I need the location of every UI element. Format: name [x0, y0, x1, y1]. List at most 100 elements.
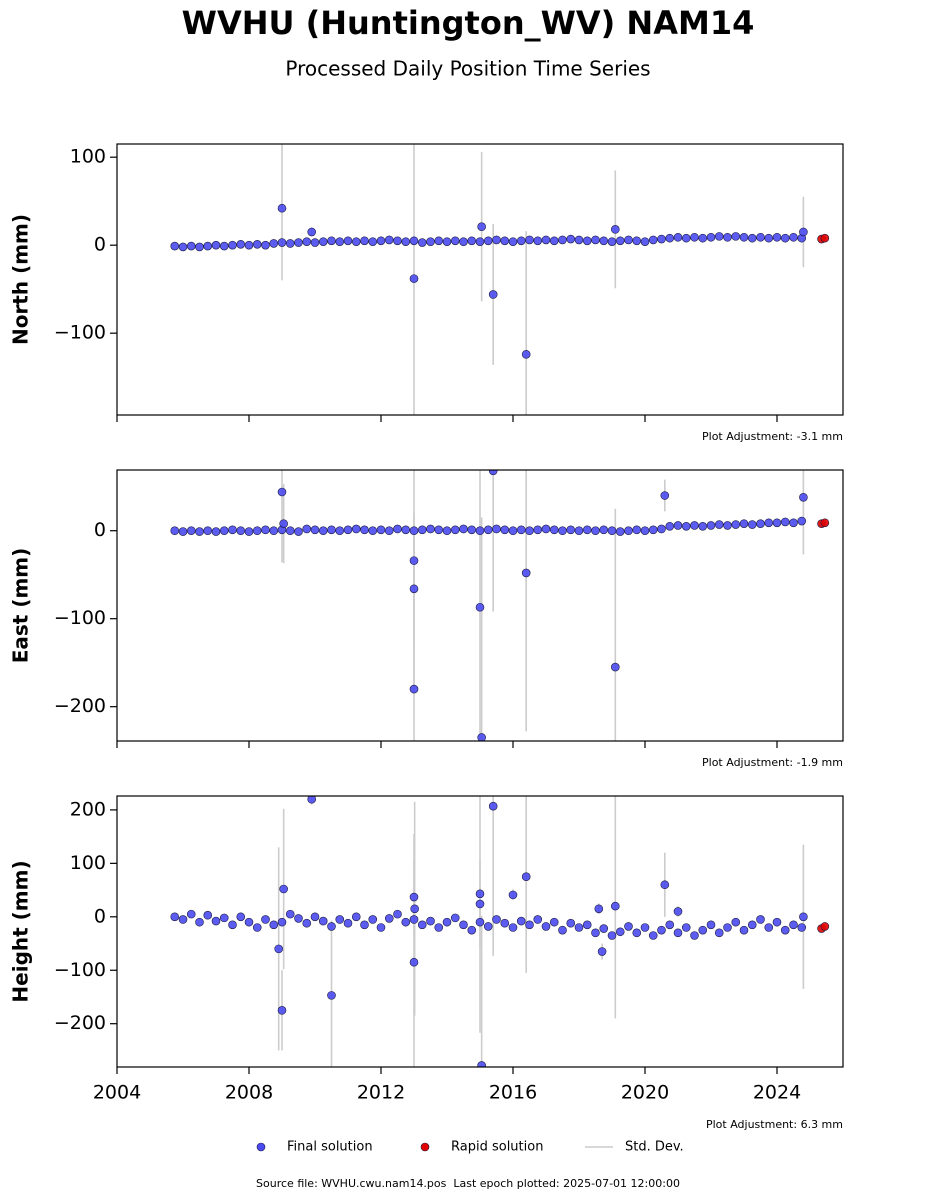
y-tick-label: 100	[70, 146, 106, 168]
data-point	[640, 526, 650, 536]
data-point	[549, 917, 559, 927]
data-point	[477, 222, 486, 232]
title: WVHU (Huntington_WV) NAM14	[182, 4, 755, 42]
data-point	[252, 240, 262, 249]
data-point	[302, 237, 312, 246]
data-point	[780, 925, 790, 935]
data-point	[764, 518, 774, 528]
data-point	[739, 925, 749, 935]
data-point	[244, 527, 254, 536]
data-point	[624, 526, 633, 536]
data-point	[799, 912, 808, 922]
data-point	[409, 526, 419, 536]
data-point	[640, 237, 650, 246]
data-point	[228, 525, 237, 535]
data-point	[393, 236, 402, 246]
data-point	[516, 916, 526, 926]
data-point	[607, 931, 617, 940]
data-point	[294, 238, 303, 247]
y-tick-label: 0	[94, 519, 106, 541]
data-point	[426, 237, 435, 246]
data-point	[508, 526, 518, 536]
data-point	[318, 916, 328, 926]
data-point	[706, 521, 716, 530]
data-point	[274, 944, 284, 954]
legend-label: Std. Dev.	[625, 1140, 684, 1155]
data-point	[533, 915, 543, 924]
data-point	[673, 521, 683, 530]
data-point	[574, 923, 584, 932]
legend-marker	[256, 1142, 266, 1152]
data-point	[483, 236, 493, 246]
data-point	[492, 235, 501, 245]
data-point	[525, 235, 534, 245]
data-point	[409, 584, 419, 594]
data-point	[269, 920, 279, 930]
data-point	[318, 526, 328, 536]
data-point	[681, 522, 691, 531]
data-point	[772, 518, 782, 528]
data-point	[723, 923, 732, 932]
data-point	[236, 526, 246, 536]
data-point	[417, 238, 427, 247]
data-point	[615, 236, 625, 246]
data-point	[228, 920, 237, 930]
data-point	[269, 239, 279, 248]
data-point	[475, 602, 485, 612]
data-point	[434, 923, 444, 932]
data-point	[789, 232, 798, 242]
data-point	[673, 232, 683, 242]
data-point	[195, 917, 204, 927]
data-point	[351, 524, 361, 534]
data-point	[475, 899, 485, 909]
data-point	[673, 907, 683, 916]
data-point	[610, 662, 620, 672]
data-point	[533, 236, 543, 246]
data-point	[244, 240, 254, 250]
legend-label: Final solution	[287, 1140, 373, 1155]
data-point	[648, 931, 658, 940]
data-point	[723, 521, 732, 530]
data-point	[632, 525, 642, 535]
data-point	[516, 525, 526, 535]
y-axis-label: North (mm)	[9, 214, 33, 345]
data-point	[426, 916, 435, 926]
data-point	[219, 526, 229, 536]
data-point	[756, 915, 765, 924]
data-point	[488, 801, 498, 811]
data-point	[582, 920, 592, 930]
data-point	[310, 525, 320, 535]
data-point	[327, 236, 336, 246]
x-tick-label: 2016	[489, 1082, 537, 1104]
data-point	[376, 525, 386, 535]
axes-frame	[116, 795, 844, 1068]
data-point	[549, 525, 559, 535]
data-point	[467, 525, 477, 535]
data-point	[525, 920, 534, 930]
data-point	[714, 520, 724, 529]
data-point	[442, 237, 452, 246]
plot-area	[170, 796, 830, 1067]
data-point	[343, 525, 353, 535]
data-point	[409, 236, 419, 246]
data-point	[376, 236, 386, 246]
x-tick-label: 2020	[621, 1082, 669, 1104]
data-point	[475, 237, 485, 246]
data-point	[434, 236, 444, 246]
data-point	[170, 912, 180, 922]
data-point	[591, 928, 600, 938]
y-tick-label: −100	[54, 607, 106, 629]
data-point	[488, 290, 498, 299]
data-point	[607, 237, 617, 246]
y-tick-label: −200	[54, 1012, 106, 1034]
data-point	[772, 232, 782, 242]
data-point	[335, 915, 345, 924]
data-point	[307, 227, 317, 237]
data-point	[343, 236, 353, 246]
data-point	[521, 568, 531, 578]
data-point	[409, 957, 419, 967]
data-point	[203, 241, 213, 251]
subtitle: Processed Daily Position Time Series	[285, 57, 650, 81]
data-point	[285, 909, 295, 919]
data-point	[186, 241, 196, 251]
